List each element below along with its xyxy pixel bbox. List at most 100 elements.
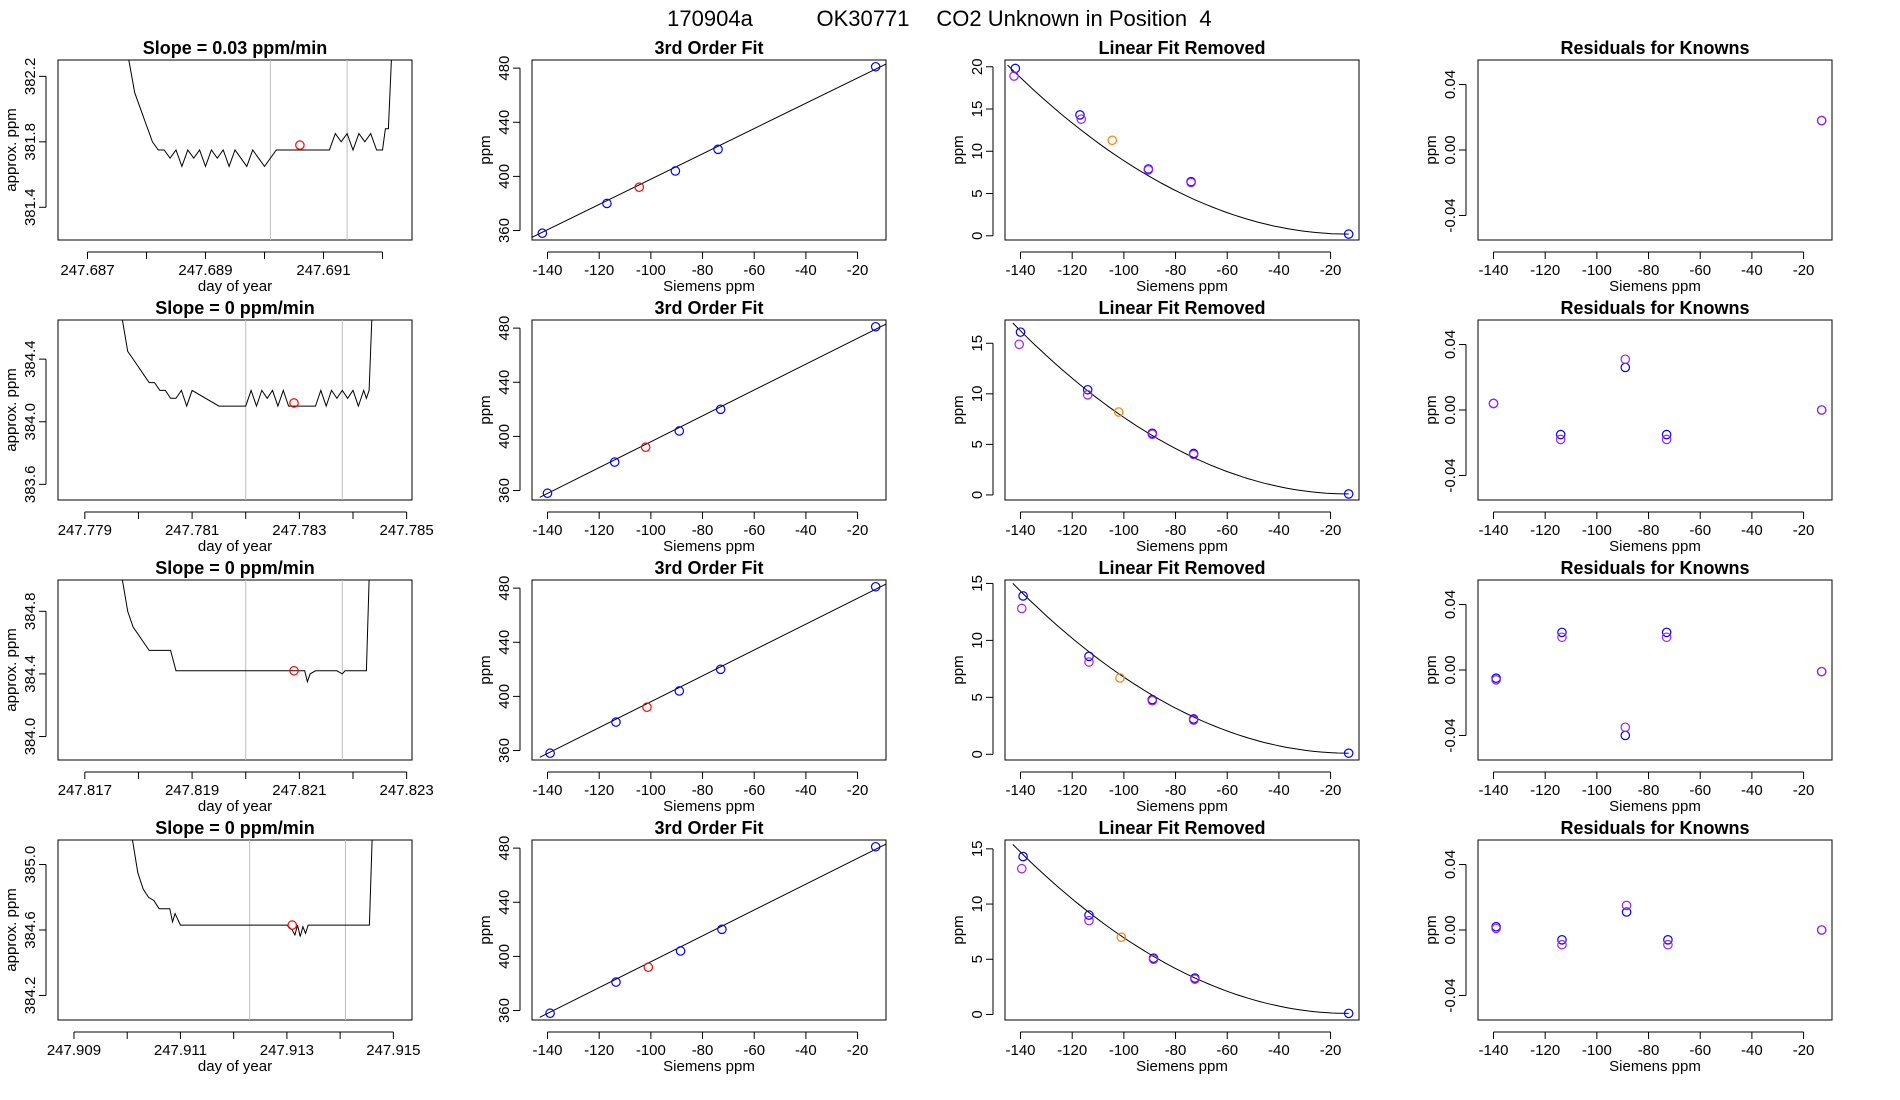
- y-tick-label: 400: [496, 424, 513, 449]
- plot-area: [539, 323, 886, 498]
- x-tick-label: -140: [1478, 1042, 1508, 1059]
- page-title-description: CO2 Unknown in Position 4: [936, 6, 1211, 31]
- data-point: [545, 748, 555, 759]
- plot-area: [539, 843, 886, 1018]
- x-tick-label: -20: [1793, 1042, 1815, 1059]
- data-point: [870, 841, 881, 852]
- x-tick-label: 247.823: [380, 782, 434, 799]
- x-tick-label: -20: [847, 1042, 869, 1059]
- x-tick-label: -20: [1320, 262, 1342, 279]
- data-point: [1343, 489, 1354, 499]
- x-tick-label: -120: [1057, 1042, 1087, 1059]
- y-tick-label: 15: [969, 335, 986, 352]
- x-axis-label: Siemens ppm: [663, 798, 755, 815]
- data-point: [1491, 675, 1501, 685]
- panel-title: Linear Fit Removed: [1098, 38, 1265, 58]
- x-tick-label: 247.691: [296, 262, 350, 279]
- y-axis-label: ppm: [477, 655, 494, 684]
- y-tick-label: -0.04: [1442, 198, 1459, 232]
- data-point: [1557, 939, 1567, 950]
- y-tick-label: -0.04: [1442, 978, 1459, 1012]
- plot-area: [128, 60, 392, 240]
- chart-panel-11: Residuals for Knowns -140 -120 -100 -80 -60 -4…: [1423, 558, 1833, 815]
- fit-line: [532, 63, 886, 238]
- data-point: [1663, 939, 1673, 950]
- x-axis-label: Siemens ppm: [1136, 1058, 1228, 1075]
- y-tick-label: 382.2: [22, 58, 39, 96]
- y-tick-label: 360: [496, 218, 513, 243]
- x-tick-label: -100: [1109, 262, 1139, 279]
- x-axis-label: Siemens ppm: [1609, 538, 1701, 555]
- data-point: [1018, 591, 1028, 601]
- data-point: [1343, 229, 1354, 239]
- x-tick-label: -100: [1582, 262, 1612, 279]
- y-tick-label: 400: [496, 944, 513, 969]
- chart-panel-5: 3rd Order Fit -140 -120 -100 -80 -60 -40 -20 Sie…: [477, 298, 887, 555]
- y-tick-label: -0.04: [1442, 458, 1459, 492]
- y-tick-label: 384.2: [22, 977, 39, 1015]
- data-point: [1016, 603, 1027, 614]
- x-tick-label: -60: [1216, 262, 1238, 279]
- x-tick-label: -80: [1638, 782, 1660, 799]
- x-tick-label: -40: [1741, 1042, 1763, 1059]
- x-tick-label: 247.781: [165, 522, 219, 539]
- x-tick-label: -120: [1530, 1042, 1560, 1059]
- x-tick-label: 247.687: [60, 262, 114, 279]
- x-tick-label: -20: [1320, 1042, 1342, 1059]
- plot-area: [539, 583, 886, 758]
- chart-panel-14: Linear Fit Removed -140 -120 -100 -80 -60 -40 -…: [950, 818, 1360, 1075]
- x-tick-label: -140: [1005, 262, 1035, 279]
- series-line: [121, 320, 373, 408]
- y-axis-label: approx. ppm: [3, 888, 20, 971]
- panel-title: 3rd Order Fit: [654, 38, 763, 58]
- panel-title: Slope = 0 ppm/min: [155, 818, 315, 838]
- chart-panel-6: Linear Fit Removed -140 -120 -100 -80 -60 -40 -…: [950, 298, 1360, 555]
- y-axis-label: ppm: [950, 135, 967, 164]
- x-tick-label: -20: [1793, 522, 1815, 539]
- y-tick-label: 15: [969, 575, 986, 592]
- x-tick-label: -100: [1109, 1042, 1139, 1059]
- data-point: [1084, 651, 1094, 662]
- data-point: [1816, 666, 1827, 677]
- y-tick-label: 440: [496, 630, 513, 655]
- data-point: [1084, 915, 1094, 926]
- plot-area: [1012, 583, 1349, 754]
- x-tick-label: -120: [1057, 262, 1087, 279]
- plot-area: [532, 63, 886, 238]
- chart-panel-12: Slope = 0 ppm/min 247.909 247.911 247.913 24…: [3, 818, 420, 1075]
- data-point: [1147, 695, 1158, 706]
- x-tick-label: -20: [847, 782, 869, 799]
- data-point: [1620, 722, 1631, 733]
- x-tick-label: -100: [636, 522, 666, 539]
- x-tick-label: -140: [1478, 522, 1508, 539]
- panel-title: Linear Fit Removed: [1098, 818, 1265, 838]
- y-axis-label: ppm: [477, 395, 494, 424]
- x-tick-label: -40: [1268, 782, 1290, 799]
- data-point: [1107, 135, 1118, 146]
- y-axis-label: approx. ppm: [3, 368, 20, 451]
- x-axis-label: day of year: [198, 798, 272, 815]
- x-tick-label: -80: [1638, 522, 1660, 539]
- data-point: [1343, 748, 1354, 758]
- y-tick-label: 0.04: [1442, 590, 1459, 619]
- x-axis-label: Siemens ppm: [1136, 798, 1228, 815]
- y-tick-label: 384.4: [22, 340, 39, 378]
- data-point: [1663, 935, 1673, 945]
- y-axis-label: approx. ppm: [3, 628, 20, 711]
- x-tick-label: -40: [1741, 522, 1763, 539]
- data-point: [1620, 362, 1631, 373]
- x-tick-label: -140: [532, 262, 562, 279]
- data-point: [1018, 851, 1028, 862]
- plot-area: [121, 580, 370, 760]
- data-point: [870, 61, 881, 72]
- x-tick-label: 247.783: [272, 522, 326, 539]
- y-tick-label: 400: [496, 164, 513, 189]
- x-tick-label: -120: [1530, 262, 1560, 279]
- x-axis-label: Siemens ppm: [1609, 278, 1701, 295]
- data-point: [1621, 900, 1632, 911]
- page-title-run-id: 170904a: [667, 6, 753, 31]
- x-axis-label: day of year: [198, 538, 272, 555]
- data-point: [1188, 715, 1199, 725]
- x-axis-label: Siemens ppm: [1136, 278, 1228, 295]
